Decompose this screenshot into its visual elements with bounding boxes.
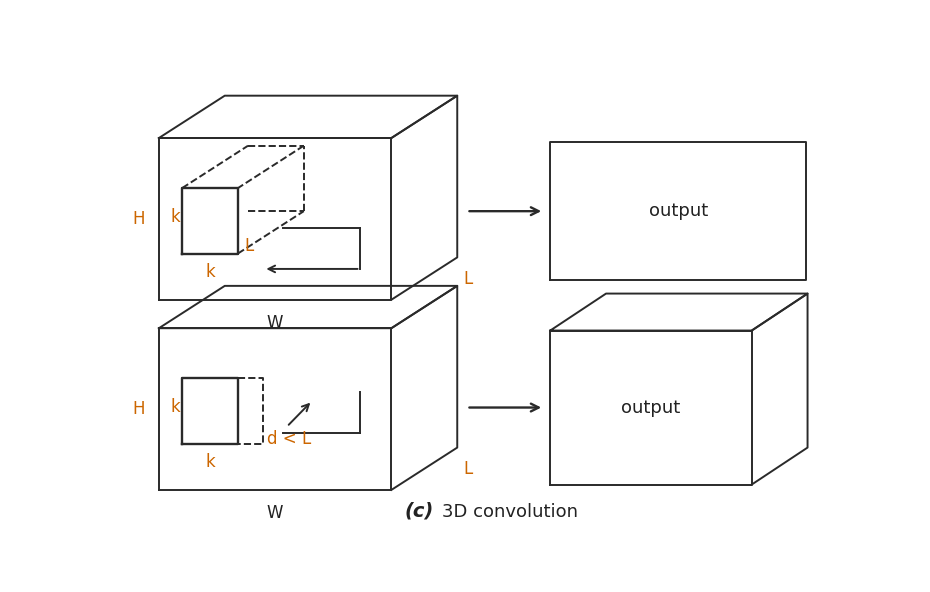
Text: H: H xyxy=(132,210,145,228)
Text: W: W xyxy=(267,314,284,332)
Text: 3D convolution: 3D convolution xyxy=(442,503,578,521)
Text: L: L xyxy=(244,237,253,255)
Text: k: k xyxy=(171,208,180,226)
Text: k: k xyxy=(206,263,215,281)
Text: (c): (c) xyxy=(405,502,434,521)
Text: d < L: d < L xyxy=(267,430,312,448)
Text: output: output xyxy=(648,202,708,220)
Text: H: H xyxy=(132,400,145,418)
Text: L: L xyxy=(463,269,472,288)
Text: W: W xyxy=(267,504,284,522)
Text: k: k xyxy=(171,398,180,416)
Text: output: output xyxy=(621,398,681,417)
Text: k: k xyxy=(206,453,215,471)
Text: L: L xyxy=(463,460,472,478)
